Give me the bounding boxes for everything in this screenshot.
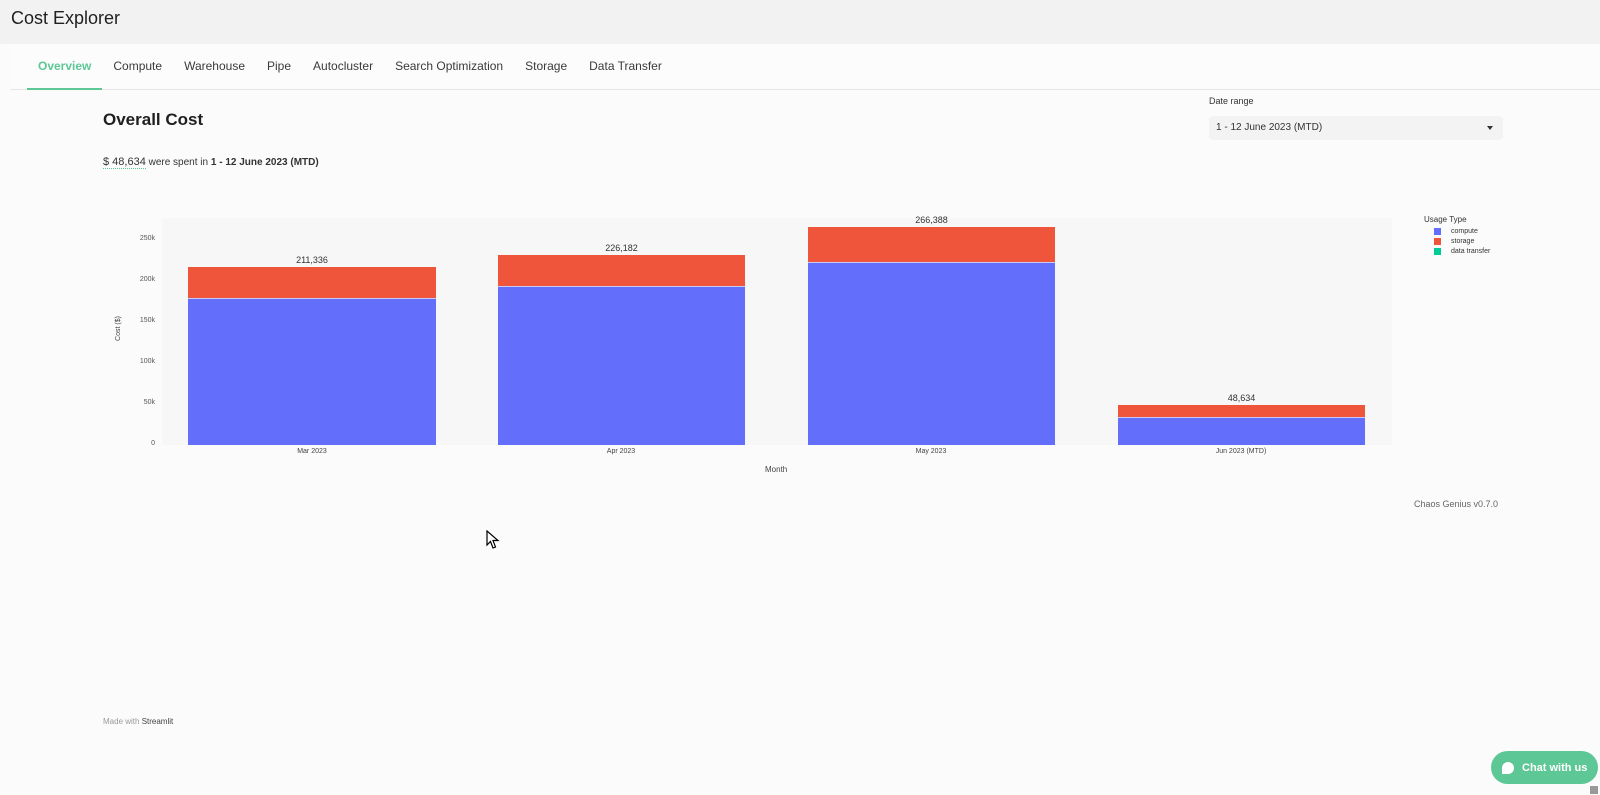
legend-label: data transfer [1451, 248, 1491, 255]
legend-swatch [1434, 238, 1441, 245]
tab-compute[interactable]: Compute [113, 59, 163, 73]
spent-amount: $ 48,634 [103, 156, 146, 169]
legend-label: compute [1451, 228, 1478, 235]
bar-segment-compute[interactable] [1118, 417, 1365, 445]
x-axis-label: Month [765, 465, 788, 474]
bar-segment-storage[interactable] [808, 227, 1055, 262]
tab-storage[interactable]: Storage [525, 59, 568, 73]
spent-text: were spent in [145, 157, 211, 168]
resize-handle[interactable] [1590, 786, 1598, 794]
page-title: Overall Cost [103, 110, 204, 129]
streamlit-link[interactable]: Streamlit [141, 717, 174, 726]
legend-title: Usage Type [1424, 215, 1467, 224]
bar-total-label: 211,336 [296, 255, 328, 265]
legend-swatch [1434, 228, 1441, 235]
legend-item-compute[interactable]: compute [1434, 228, 1490, 235]
x-tick: Mar 2023 [297, 448, 327, 455]
y-tick: 100k [139, 358, 155, 365]
tab-overview[interactable]: Overview [27, 44, 103, 90]
tab-search-optimization[interactable]: Search Optimization [395, 59, 504, 73]
legend-item-storage[interactable]: storage [1434, 238, 1490, 245]
date-range-label: Date range [1209, 96, 1254, 106]
app-title: Cost Explorer [11, 8, 121, 28]
overall-cost-chart: Cost ($) 0 50k 100k 150k 200k 250k 211,3… [110, 210, 1520, 480]
y-tick: 150k [139, 317, 155, 324]
mouse-cursor-icon [486, 530, 500, 549]
tab-pipe[interactable]: Pipe [267, 59, 292, 73]
legend-swatch [1434, 248, 1441, 255]
x-tick: Apr 2023 [606, 448, 636, 455]
x-tick: Jun 2023 (MTD) [1215, 448, 1267, 455]
bar-jun-2023[interactable]: 48,634 [1118, 393, 1365, 445]
app-version: Chaos Genius v0.7.0 [1414, 499, 1499, 509]
bar-segment-storage[interactable] [498, 255, 745, 286]
bar-total-label: 48,634 [1227, 393, 1256, 403]
bar-may-2023[interactable]: 266,388 [808, 215, 1055, 445]
bar-segment-compute[interactable] [498, 286, 745, 445]
tab-autocluster[interactable]: Autocluster [313, 59, 374, 73]
made-with-footer: Made with Streamlit [103, 717, 173, 726]
bar-segment-compute[interactable] [188, 298, 436, 445]
y-tick: 50k [143, 399, 155, 406]
legend-item-data-transfer[interactable]: data transfer [1434, 248, 1490, 255]
chevron-down-icon [1487, 126, 1493, 130]
chat-with-us-button[interactable]: Chat with us [1491, 751, 1598, 784]
legend-label: storage [1451, 238, 1475, 245]
tab-warehouse[interactable]: Warehouse [184, 59, 245, 73]
bar-apr-2023[interactable]: 226,182 [498, 243, 745, 445]
y-tick: 250k [139, 235, 155, 242]
spent-summary: $ 48,634 were spent in 1 - 12 June 2023 … [103, 156, 319, 169]
made-with-text: Made with [103, 717, 142, 726]
tab-bar: Overview Compute Warehouse Pipe Autoclus… [10, 44, 1600, 90]
bar-segment-compute[interactable] [808, 262, 1055, 445]
bar-total-label: 266,388 [915, 215, 948, 225]
chart-legend: Usage Type compute storage data transfer [1424, 215, 1490, 255]
date-range-select[interactable]: 1 - 12 June 2023 (MTD) [1209, 116, 1503, 140]
bar-segment-storage[interactable] [188, 267, 436, 298]
y-tick: 200k [139, 276, 155, 283]
spent-range: 1 - 12 June 2023 (MTD) [210, 157, 319, 168]
date-range-value: 1 - 12 June 2023 (MTD) [1216, 122, 1323, 133]
app-header: Cost Explorer [0, 0, 1600, 44]
chat-label: Chat with us [1522, 761, 1588, 774]
bar-segment-storage[interactable] [1118, 405, 1365, 417]
chat-bubble-icon [1502, 761, 1514, 774]
y-tick: 0 [151, 440, 155, 447]
bar-total-label: 226,182 [605, 243, 638, 253]
bar-mar-2023[interactable]: 211,336 [188, 255, 436, 445]
tab-data-transfer[interactable]: Data Transfer [589, 59, 662, 73]
x-tick: May 2023 [915, 448, 947, 455]
